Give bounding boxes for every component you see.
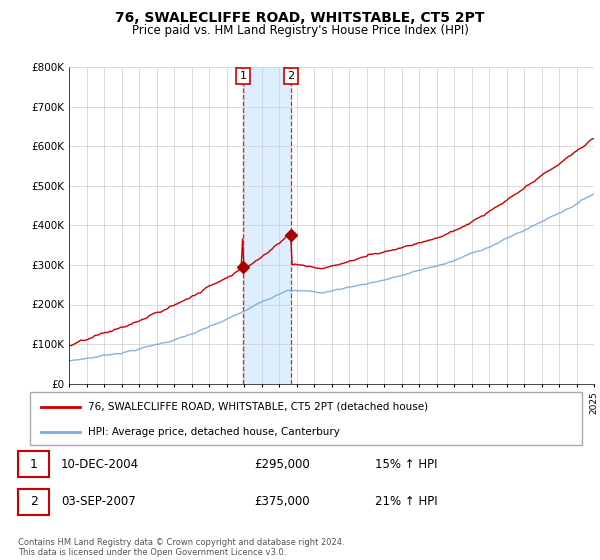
FancyBboxPatch shape [18, 451, 49, 477]
Text: HPI: Average price, detached house, Canterbury: HPI: Average price, detached house, Cant… [88, 427, 340, 437]
Text: 03-SEP-2007: 03-SEP-2007 [61, 496, 136, 508]
Text: £375,000: £375,000 [254, 496, 310, 508]
Text: 76, SWALECLIFFE ROAD, WHITSTABLE, CT5 2PT (detached house): 76, SWALECLIFFE ROAD, WHITSTABLE, CT5 2P… [88, 402, 428, 412]
Text: £295,000: £295,000 [254, 458, 310, 470]
Text: Price paid vs. HM Land Registry's House Price Index (HPI): Price paid vs. HM Land Registry's House … [131, 24, 469, 36]
FancyBboxPatch shape [18, 488, 49, 515]
Text: 10-DEC-2004: 10-DEC-2004 [61, 458, 139, 470]
Text: Contains HM Land Registry data © Crown copyright and database right 2024.
This d: Contains HM Land Registry data © Crown c… [18, 538, 344, 557]
Text: 21% ↑ HPI: 21% ↑ HPI [375, 496, 437, 508]
Text: 2: 2 [287, 71, 294, 81]
Text: 76, SWALECLIFFE ROAD, WHITSTABLE, CT5 2PT: 76, SWALECLIFFE ROAD, WHITSTABLE, CT5 2P… [115, 11, 485, 25]
Text: 15% ↑ HPI: 15% ↑ HPI [375, 458, 437, 470]
Bar [243, 67, 291, 384]
Text: 1: 1 [29, 458, 38, 470]
Text: 1: 1 [239, 71, 247, 81]
FancyBboxPatch shape [30, 392, 582, 445]
Text: 2: 2 [29, 496, 38, 508]
